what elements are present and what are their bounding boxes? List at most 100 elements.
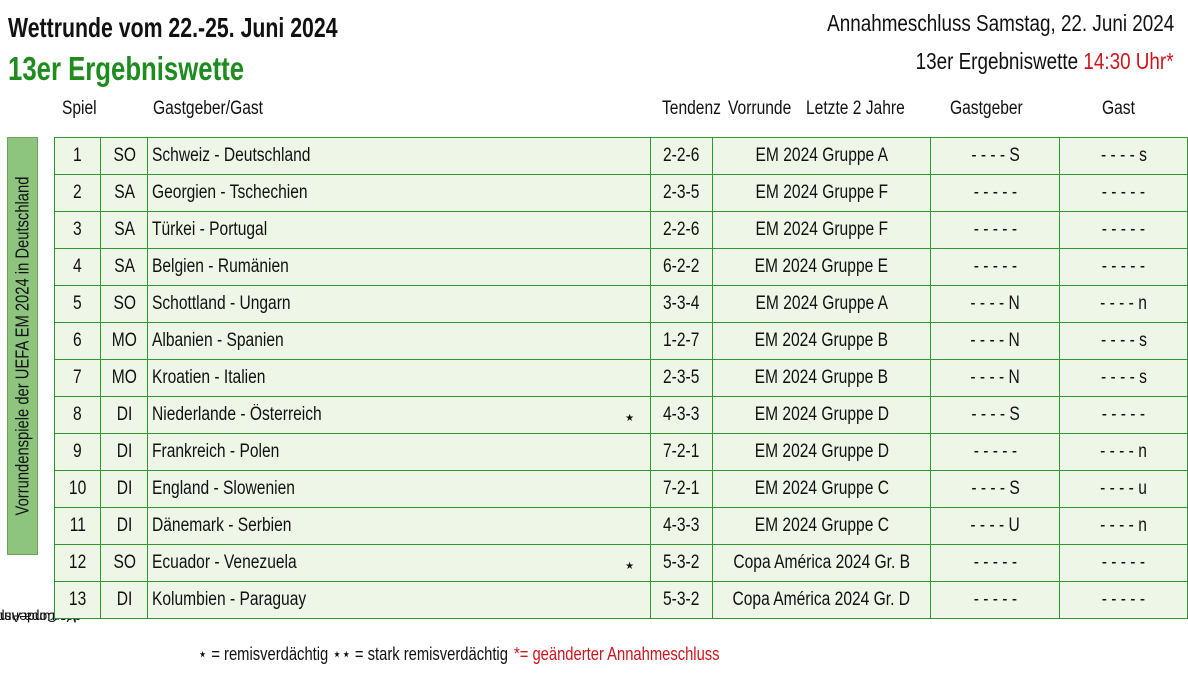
- remis-star-icon: ⋆: [623, 407, 636, 429]
- game-match: Belgien - Rumänien: [147, 248, 651, 286]
- game-day: SO: [100, 137, 149, 175]
- footer-legend: ⋆ = remisverdächtig ⋆⋆ = stark remisverd…: [198, 644, 508, 664]
- table-row: 13 DI Kolumbien - Paraguay 5-3-2 Copa Améric…: [53, 581, 1188, 619]
- col-header-teams: Gastgeber/Gast: [153, 98, 263, 119]
- game-number: 5: [53, 285, 102, 323]
- table-row: 9 DI Frankreich - Polen 7-2-1 EM 2024 Gruppe…: [53, 433, 1188, 471]
- game-vorrunde: Copa América 2024 Gr. B: [712, 544, 931, 582]
- game-gastgeber: - - - - N: [929, 322, 1061, 360]
- game-match: Niederlande - Österreich ⋆: [147, 396, 651, 434]
- game-tendenz: 4-3-3: [649, 507, 714, 545]
- game-match: Georgien - Tschechien: [147, 174, 651, 212]
- game-gast: - - - - s: [1059, 137, 1188, 175]
- page-title: Wettrunde vom 22.-25. Juni 2024: [8, 12, 338, 43]
- col-header-spiel: Spiel: [62, 98, 97, 119]
- game-day: SA: [100, 248, 149, 286]
- table-row: 3 SA Türkei - Portugal 2-2-6 EM 2024 Gruppe …: [53, 211, 1188, 249]
- game-gast: - - - - u: [1059, 470, 1188, 508]
- game-match: Ecuador - Venezuela ⋆: [147, 544, 651, 582]
- game-day: SA: [100, 174, 149, 212]
- game-match: Türkei - Portugal: [147, 211, 651, 249]
- game-vorrunde: EM 2024 Gruppe F: [712, 211, 931, 249]
- table-row: 4 SA Belgien - Rumänien 6-2-2 EM 2024 Gruppe…: [53, 248, 1188, 286]
- table-row: 6 MO Albanien - Spanien 1-2-7 EM 2024 Gruppe…: [53, 322, 1188, 360]
- game-match: Schottland - Ungarn: [147, 285, 651, 323]
- game-day: DI: [100, 396, 149, 434]
- game-tendenz: 1-2-7: [649, 322, 714, 360]
- game-day: SO: [100, 544, 149, 582]
- game-match: England - Slowenien: [147, 470, 651, 508]
- game-gast: - - - - n: [1059, 433, 1188, 471]
- game-gastgeber: - - - - S: [929, 137, 1061, 175]
- game-match: Schweiz - Deutschland: [147, 137, 651, 175]
- game-tendenz: 6-2-2: [649, 248, 714, 286]
- game-gast: - - - - n: [1059, 285, 1188, 323]
- game-number: 13: [53, 581, 102, 619]
- game-tendenz: 2-2-6: [649, 211, 714, 249]
- game-gastgeber: - - - - -: [929, 581, 1061, 619]
- game-number: 3: [53, 211, 102, 249]
- side-label-em: Vorrundenspiele der UEFA EM 2024 in Deut…: [7, 137, 38, 555]
- game-gastgeber: - - - - -: [929, 174, 1061, 212]
- game-number: 9: [53, 433, 102, 471]
- table-row: 8 DI Niederlande - Österreich ⋆ 4-3-3 EM 2024…: [53, 396, 1188, 434]
- game-vorrunde: EM 2024 Gruppe A: [712, 137, 931, 175]
- game-gast: - - - - n: [1059, 507, 1188, 545]
- game-gast: - - - - -: [1059, 248, 1188, 286]
- game-tendenz: 5-3-2: [649, 544, 714, 582]
- game-gastgeber: - - - - N: [929, 285, 1061, 323]
- deadline-text: Annahmeschluss Samstag, 22. Juni 2024: [826, 10, 1174, 36]
- game-tendenz: 2-2-6: [649, 137, 714, 175]
- game-gast: - - - - -: [1059, 581, 1188, 619]
- game-gast: - - - - -: [1059, 174, 1188, 212]
- col-header-gast: Gast: [1102, 98, 1135, 119]
- game-number: 10: [53, 470, 102, 508]
- games-table: 1 SO Schweiz - Deutschland 2-2-6 EM 2024 Gru…: [53, 137, 1188, 619]
- game-match: Frankreich - Polen: [147, 433, 651, 471]
- game-vorrunde: EM 2024 Gruppe E: [712, 248, 931, 286]
- game-vorrunde: EM 2024 Gruppe B: [712, 322, 931, 360]
- game-day: DI: [100, 507, 149, 545]
- game-tendenz: 4-3-3: [649, 396, 714, 434]
- game-tendenz: 7-2-1: [649, 433, 714, 471]
- game-gastgeber: - - - - -: [929, 433, 1061, 471]
- game-number: 6: [53, 322, 102, 360]
- game-number: 4: [53, 248, 102, 286]
- footer-changed-note: *= geänderter Annahmeschluss: [514, 644, 720, 664]
- game-tendenz: 5-3-2: [649, 581, 714, 619]
- game-gastgeber: - - - - U: [929, 507, 1061, 545]
- game-vorrunde: EM 2024 Gruppe A: [712, 285, 931, 323]
- game-vorrunde: EM 2024 Gruppe D: [712, 396, 931, 434]
- game-match: Albanien - Spanien: [147, 322, 651, 360]
- deadline-bet-label: 13er Ergebniswette: [916, 48, 1079, 74]
- game-match: Kolumbien - Paraguay: [147, 581, 651, 619]
- game-vorrunde: EM 2024 Gruppe F: [712, 174, 931, 212]
- game-vorrunde: EM 2024 Gruppe C: [712, 507, 931, 545]
- game-day: DI: [100, 433, 149, 471]
- deadline-time: 14:30 Uhr*: [1083, 48, 1174, 74]
- game-gast: - - - - s: [1059, 322, 1188, 360]
- game-day: SA: [100, 211, 149, 249]
- game-vorrunde: EM 2024 Gruppe D: [712, 433, 931, 471]
- game-gastgeber: - - - - -: [929, 248, 1061, 286]
- game-day: DI: [100, 581, 149, 619]
- game-gastgeber: - - - - S: [929, 396, 1061, 434]
- game-number: 12: [53, 544, 102, 582]
- game-match: Dänemark - Serbien: [147, 507, 651, 545]
- table-row: 7 MO Kroatien - Italien 2-3-5 EM 2024 Gruppe…: [53, 359, 1188, 397]
- col-header-vorrunde: Vorrunde: [728, 98, 792, 119]
- game-vorrunde: EM 2024 Gruppe B: [712, 359, 931, 397]
- table-row: 10 DI England - Slowenien 7-2-1 EM 2024 Grup…: [53, 470, 1188, 508]
- game-number: 1: [53, 137, 102, 175]
- table-row: 1 SO Schweiz - Deutschland 2-2-6 EM 2024 Gru…: [53, 137, 1188, 175]
- page-subtitle: 13er Ergebniswette: [8, 50, 245, 87]
- game-gastgeber: - - - - N: [929, 359, 1061, 397]
- game-gastgeber: - - - - -: [929, 544, 1061, 582]
- col-header-letzte: Letzte 2 Jahre: [806, 98, 905, 119]
- game-number: 8: [53, 396, 102, 434]
- game-match: Kroatien - Italien: [147, 359, 651, 397]
- game-gast: - - - - s: [1059, 359, 1188, 397]
- game-day: SO: [100, 285, 149, 323]
- game-tendenz: 3-3-4: [649, 285, 714, 323]
